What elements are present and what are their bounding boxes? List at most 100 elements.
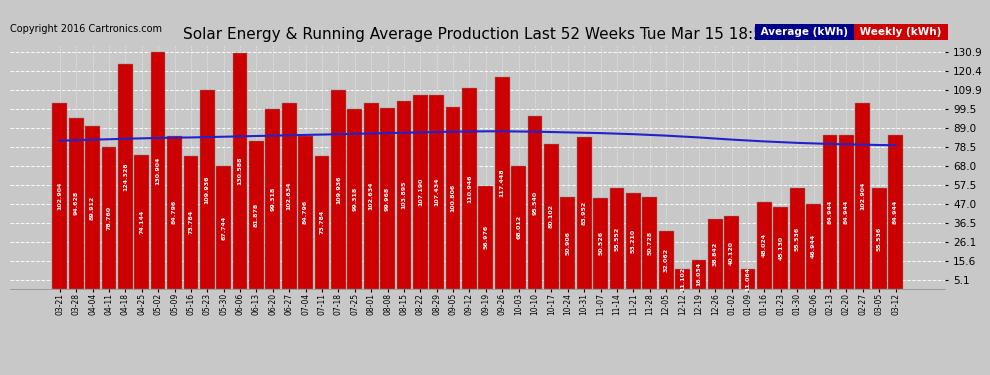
Text: 45.130: 45.130: [778, 236, 783, 260]
Text: 50.906: 50.906: [565, 231, 570, 255]
Bar: [233, 53, 248, 289]
Bar: [872, 189, 886, 289]
Bar: [462, 88, 477, 289]
Text: 55.536: 55.536: [795, 226, 800, 251]
Bar: [118, 64, 133, 289]
Bar: [675, 269, 690, 289]
Bar: [790, 189, 805, 289]
Text: 38.842: 38.842: [713, 242, 718, 266]
Bar: [298, 136, 313, 289]
Text: 53.210: 53.210: [631, 229, 636, 253]
Text: 50.728: 50.728: [647, 231, 652, 255]
Text: 68.012: 68.012: [516, 215, 521, 239]
Bar: [626, 193, 641, 289]
Bar: [315, 156, 330, 289]
Text: 48.024: 48.024: [762, 233, 767, 258]
Text: 50.526: 50.526: [598, 231, 603, 255]
Bar: [183, 156, 198, 289]
Text: 55.536: 55.536: [877, 226, 882, 251]
Bar: [577, 137, 592, 289]
Text: 84.944: 84.944: [828, 200, 833, 224]
Bar: [888, 135, 903, 289]
Bar: [773, 207, 788, 289]
Bar: [741, 269, 755, 289]
Bar: [643, 197, 657, 289]
Bar: [708, 219, 723, 289]
Bar: [216, 166, 231, 289]
Text: 117.448: 117.448: [500, 168, 505, 197]
Bar: [102, 147, 117, 289]
Bar: [544, 144, 558, 289]
Bar: [839, 135, 853, 289]
Bar: [430, 95, 445, 289]
Bar: [167, 136, 182, 289]
Text: 83.952: 83.952: [582, 201, 587, 225]
Text: 84.944: 84.944: [843, 200, 848, 224]
Text: 16.034: 16.034: [696, 262, 701, 286]
Bar: [495, 77, 510, 289]
Text: 94.628: 94.628: [73, 191, 78, 216]
Text: 84.944: 84.944: [893, 200, 898, 224]
Text: 80.102: 80.102: [548, 204, 554, 228]
Bar: [593, 198, 608, 289]
Text: Copyright 2016 Cartronics.com: Copyright 2016 Cartronics.com: [10, 24, 162, 34]
Text: 124.328: 124.328: [123, 162, 128, 191]
Bar: [855, 103, 870, 289]
Text: Average (kWh): Average (kWh): [757, 27, 852, 37]
Text: 102.904: 102.904: [57, 182, 62, 210]
Text: 73.784: 73.784: [188, 210, 193, 234]
Text: 103.895: 103.895: [401, 181, 407, 209]
Bar: [52, 103, 67, 289]
Text: 107.190: 107.190: [418, 178, 423, 206]
Bar: [478, 186, 493, 289]
Bar: [347, 110, 362, 289]
Text: 102.634: 102.634: [287, 182, 292, 210]
Bar: [85, 126, 100, 289]
Text: 99.968: 99.968: [385, 186, 390, 211]
Text: 11.102: 11.102: [680, 267, 685, 291]
Bar: [265, 110, 280, 289]
Bar: [823, 135, 838, 289]
Text: 89.912: 89.912: [90, 195, 95, 220]
Text: 74.144: 74.144: [140, 210, 145, 234]
Bar: [560, 197, 575, 289]
Text: 130.588: 130.588: [238, 157, 243, 185]
Text: 67.744: 67.744: [221, 216, 226, 240]
Bar: [610, 189, 625, 289]
Bar: [150, 53, 165, 289]
Text: 107.434: 107.434: [435, 177, 440, 206]
Text: 102.904: 102.904: [860, 182, 865, 210]
Bar: [446, 107, 460, 289]
Text: 95.540: 95.540: [533, 190, 538, 214]
Bar: [282, 104, 297, 289]
Text: 81.878: 81.878: [254, 203, 259, 227]
Text: 11.064: 11.064: [745, 267, 750, 291]
Bar: [363, 104, 378, 289]
Bar: [511, 166, 526, 289]
Text: 109.936: 109.936: [336, 175, 341, 204]
Bar: [725, 216, 740, 289]
Title: Solar Energy & Running Average Production Last 52 Weeks Tue Mar 15 18:56: Solar Energy & Running Average Productio…: [183, 27, 772, 42]
Text: 55.552: 55.552: [615, 226, 620, 251]
Text: 46.944: 46.944: [811, 234, 816, 258]
Text: 99.318: 99.318: [270, 187, 275, 211]
Text: 73.784: 73.784: [320, 210, 325, 234]
Bar: [249, 141, 263, 289]
Text: 130.904: 130.904: [155, 156, 160, 185]
Bar: [380, 108, 395, 289]
Bar: [397, 101, 411, 289]
Bar: [658, 231, 673, 289]
Text: 99.318: 99.318: [352, 187, 357, 211]
Text: 56.976: 56.976: [483, 225, 488, 249]
Text: Weekly (kWh): Weekly (kWh): [856, 27, 945, 37]
Text: 84.796: 84.796: [172, 200, 177, 224]
Bar: [413, 95, 428, 289]
Text: 40.120: 40.120: [730, 240, 735, 264]
Bar: [757, 202, 772, 289]
Bar: [806, 204, 821, 289]
Text: 100.806: 100.806: [450, 184, 455, 212]
Text: 78.760: 78.760: [107, 206, 112, 230]
Text: 109.936: 109.936: [205, 175, 210, 204]
Text: 84.796: 84.796: [303, 200, 308, 224]
Text: 32.062: 32.062: [663, 248, 668, 272]
